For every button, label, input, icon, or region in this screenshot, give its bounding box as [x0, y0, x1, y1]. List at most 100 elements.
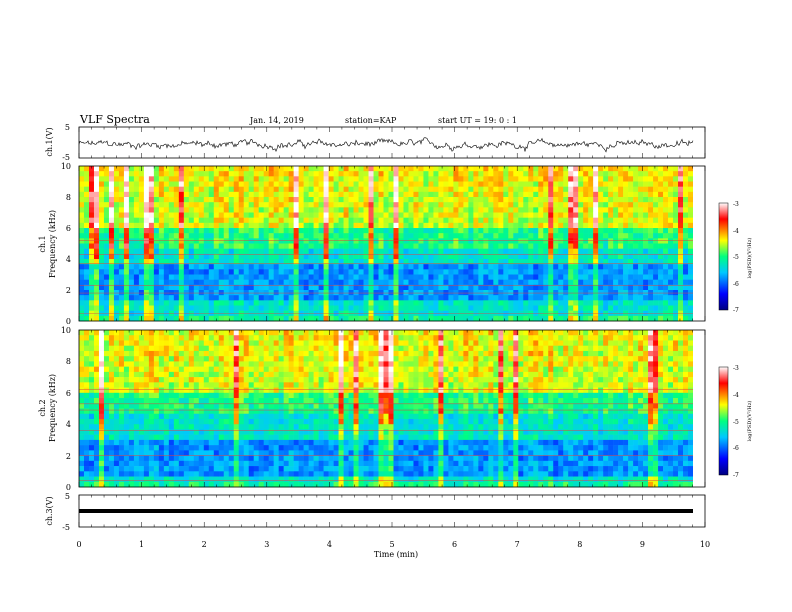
spectrogram-cell — [163, 455, 170, 462]
spectrogram-cell — [623, 176, 629, 182]
spectrogram-cell — [593, 202, 599, 208]
spectrogram-cell — [198, 202, 205, 208]
spectrogram-cell — [533, 274, 539, 280]
spectrogram-cell — [673, 217, 679, 224]
spectrogram-cell — [138, 408, 145, 415]
spectrogram-cell — [213, 398, 220, 404]
spectrogram-cell — [513, 305, 519, 311]
spectrogram-cell — [308, 191, 314, 198]
spectrogram-cell — [658, 279, 664, 286]
spectrogram-cell — [403, 181, 409, 187]
spectrogram-cell — [323, 269, 329, 275]
spectrogram-cell — [188, 408, 195, 415]
spectrogram-cell — [668, 259, 674, 265]
spectrogram-cell — [118, 398, 125, 404]
spectrogram-cell — [193, 264, 200, 270]
spectrogram-cell — [183, 413, 190, 420]
spectrogram-cell — [198, 212, 205, 218]
spectrogram-cell — [333, 217, 339, 224]
spectrogram-cell — [583, 279, 589, 286]
spectrogram-cell — [228, 429, 235, 435]
spectrogram-cell — [98, 279, 105, 286]
spectrogram-cell — [263, 233, 269, 239]
spectrogram-cell — [173, 387, 180, 394]
spectrogram-cell — [163, 398, 170, 404]
spectrogram-cell — [218, 387, 225, 394]
spectrogram-cell — [483, 315, 489, 322]
spectrogram-cell — [583, 274, 589, 280]
spectrogram-cell — [133, 300, 140, 306]
spectrogram-cell — [278, 315, 284, 322]
spectrogram-cell — [168, 460, 175, 467]
spectrogram-cell — [398, 248, 404, 255]
spectrogram-cell — [658, 233, 664, 239]
spectrogram-cell — [508, 202, 514, 208]
spectrogram-cell — [398, 181, 404, 187]
spectrogram-cell — [98, 371, 105, 378]
spectrogram-cell — [618, 233, 624, 239]
spectrogram-cell — [358, 233, 364, 239]
spectrogram-cell — [423, 197, 429, 203]
spectrogram-cell — [563, 243, 569, 249]
spectrogram-cell — [448, 315, 454, 322]
spectrogram-cell — [213, 248, 220, 255]
spectrogram-cell — [503, 222, 509, 229]
spectrogram-cell — [173, 243, 180, 249]
spectrogram-cell — [408, 269, 414, 275]
spectrogram-cell — [228, 408, 235, 415]
spectrogram-cell — [133, 295, 140, 301]
spectrogram-cell — [633, 191, 639, 198]
spectrogram-cell — [103, 284, 110, 291]
spectrogram-cell — [108, 212, 115, 218]
spectrogram-cell — [213, 439, 220, 446]
spectrogram-cell — [533, 181, 539, 187]
spectrogram-cell — [83, 202, 90, 208]
spectrogram-cell — [103, 290, 110, 296]
spectrogram-cell — [288, 243, 294, 249]
spectrogram-cell — [478, 315, 484, 322]
spectrogram-cell — [193, 253, 200, 260]
spectrogram-cell — [373, 212, 379, 218]
spectrogram-cell — [658, 284, 664, 291]
spectrogram-cell — [283, 197, 289, 203]
spectrogram-cell — [508, 248, 514, 255]
spectrogram-cell — [198, 371, 205, 378]
spectrogram-cell — [553, 228, 559, 234]
spectrogram-cell — [158, 330, 165, 336]
spectrogram-cell — [283, 259, 289, 265]
spectrogram-cell — [428, 290, 434, 296]
spectrogram-cell — [378, 248, 384, 255]
spectrogram-cell — [573, 290, 579, 296]
spectrogram-cell — [443, 259, 449, 265]
spectrogram-cell — [138, 248, 145, 255]
spectrogram-cell — [553, 315, 559, 322]
spectrogram-cell — [133, 207, 140, 213]
spectrogram-cell — [168, 279, 175, 286]
spectrogram-cell — [513, 264, 519, 270]
spectrogram-cell — [138, 455, 145, 462]
spectrogram-cell — [368, 253, 374, 260]
spectrogram-cell — [113, 466, 120, 472]
spectrogram-cell — [133, 460, 140, 467]
spectrogram-cell — [278, 171, 284, 177]
spectrogram-cell — [223, 377, 230, 383]
spectrogram-cell — [193, 166, 200, 172]
spectrogram-cell — [213, 222, 220, 229]
spectrogram-cell — [138, 243, 145, 249]
spectrogram-cell — [208, 315, 215, 322]
spectrogram-cell — [513, 186, 519, 193]
spectrogram-cell — [323, 171, 329, 177]
spectrogram-cell — [438, 222, 444, 229]
spectrogram-cell — [88, 335, 95, 341]
spectrogram-cell — [373, 228, 379, 234]
spectrogram-cell — [558, 253, 564, 260]
spectrogram-cell — [138, 264, 145, 270]
spectrogram-cell — [203, 356, 210, 362]
spectrogram-cell — [653, 233, 659, 239]
spectrogram-cell — [243, 424, 250, 430]
spectrogram-cell — [158, 305, 165, 311]
spectrogram-cell — [193, 330, 200, 336]
spectrogram-cell — [413, 171, 419, 177]
spectrogram-cell — [448, 186, 454, 193]
spectrogram-cell — [193, 228, 200, 234]
